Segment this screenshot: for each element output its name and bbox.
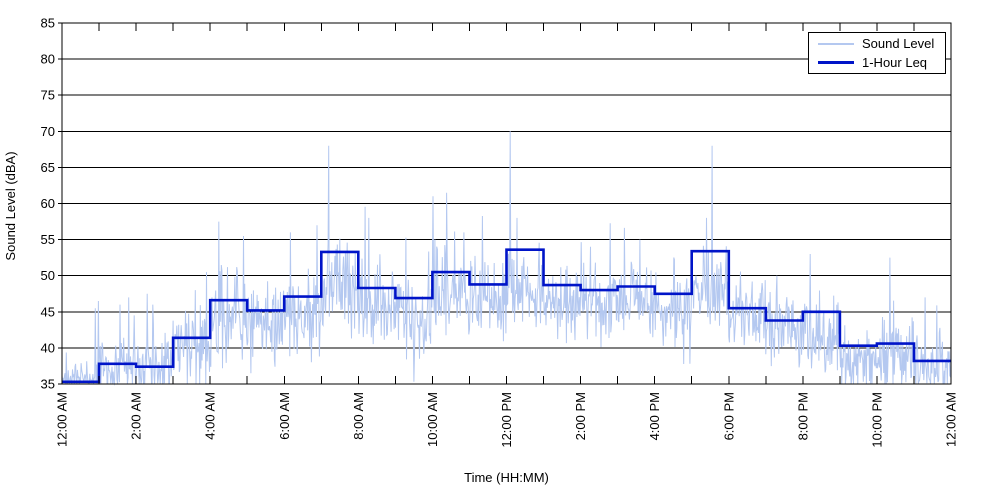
svg-text:75: 75 [41,88,55,103]
svg-text:80: 80 [41,52,55,67]
svg-text:4:00 PM: 4:00 PM [647,392,662,440]
svg-text:45: 45 [41,304,55,319]
svg-text:12:00 AM: 12:00 AM [944,392,959,447]
svg-text:2:00 AM: 2:00 AM [129,392,144,440]
x-tick-labels: 12:00 AM 2:00 AM 4:00 AM 6:00 AM 8:00 AM 10:0… [55,392,959,448]
svg-text:6:00 PM: 6:00 PM [721,392,736,440]
legend-label-sound-level: Sound Level [862,36,935,52]
svg-text:10:00 AM: 10:00 AM [425,392,440,447]
svg-text:12:00 AM: 12:00 AM [55,392,70,447]
svg-text:8:00 AM: 8:00 AM [351,392,366,440]
x-axis-title: Time (HH:MM) [464,470,549,485]
svg-text:10:00 PM: 10:00 PM [869,392,884,448]
leq-line-sample [818,60,854,64]
y-axis-title: Sound Level (dBA) [3,151,18,261]
svg-text:50: 50 [41,268,55,283]
axis-ticks [58,22,952,385]
svg-text:55: 55 [41,232,55,247]
one-hour-leq-series [62,248,951,384]
svg-text:8:00 PM: 8:00 PM [795,392,810,440]
svg-text:65: 65 [41,160,55,175]
svg-text:40: 40 [41,340,55,355]
svg-text:12:00 PM: 12:00 PM [499,392,514,448]
svg-text:35: 35 [41,377,55,392]
svg-text:4:00 AM: 4:00 AM [203,392,218,440]
svg-text:70: 70 [41,124,55,139]
svg-text:85: 85 [41,16,55,31]
legend-item-1-hour-leq: 1-Hour Leq [809,54,945,70]
svg-text:6:00 AM: 6:00 AM [277,392,292,440]
sound-level-line-sample [818,42,854,45]
svg-text:60: 60 [41,196,55,211]
legend: Sound Level 1-Hour Leq [808,32,946,74]
svg-text:2:00 PM: 2:00 PM [573,392,588,440]
legend-label-1-hour-leq: 1-Hour Leq [862,54,928,70]
legend-item-sound-level: Sound Level [809,36,945,52]
y-tick-labels: 35 40 45 50 55 60 65 70 75 80 85 [41,16,55,392]
